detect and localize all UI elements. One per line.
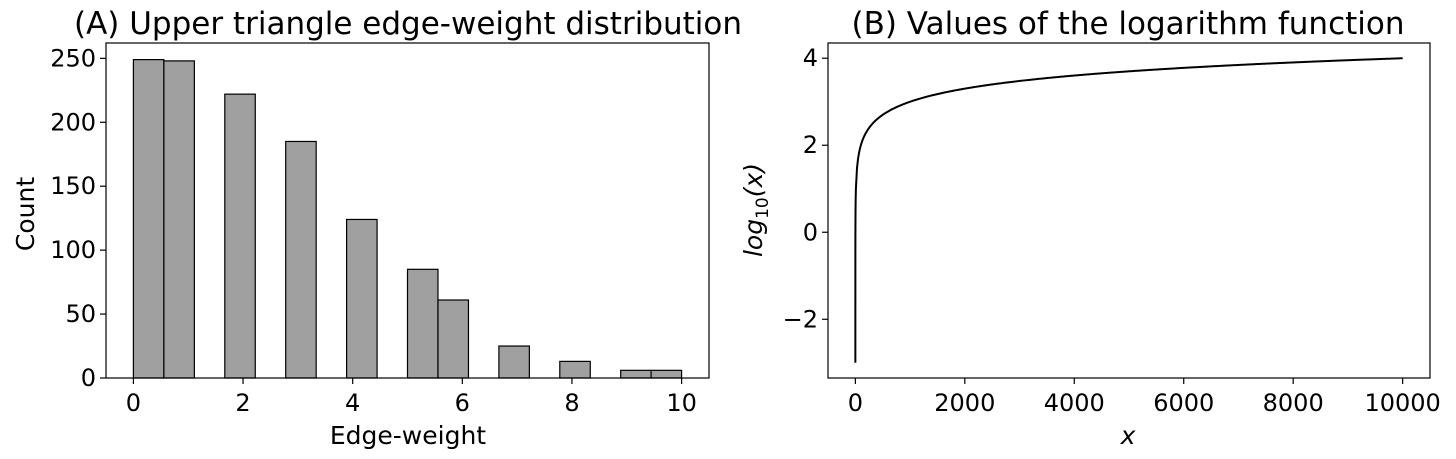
log-line-x-tick-label: 2000 bbox=[934, 389, 995, 417]
log-line-y-ticks: −2 0 2 4 bbox=[783, 44, 828, 333]
histogram-panel: (A) Upper triangle edge-weight distribut… bbox=[11, 6, 742, 450]
histogram-y-tick-label: 150 bbox=[50, 172, 96, 200]
histogram-bar bbox=[285, 140, 317, 379]
histogram-x-tick-label: 6 bbox=[455, 389, 470, 417]
histogram-bar bbox=[498, 345, 530, 379]
log-line-y-axis-label-subscript: 10 bbox=[753, 197, 773, 219]
log-line-y-axis-label: log10(x) bbox=[739, 163, 773, 257]
log-line-x-tick-label: 6000 bbox=[1153, 389, 1214, 417]
histogram-plot-frame bbox=[105, 42, 710, 379]
log-line-y-axis-label-base: log bbox=[739, 219, 768, 257]
histogram-x-axis-label: Edge-weight bbox=[330, 421, 486, 450]
histogram-bar bbox=[620, 369, 652, 379]
histogram-y-ticks: 0 50 100 150 200 250 bbox=[50, 44, 106, 392]
log-line-panel: (B) Values of the logarithm function 0 20… bbox=[739, 6, 1441, 450]
log10-curve bbox=[854, 57, 1403, 363]
log-line-x-tick-label: 10000 bbox=[1364, 389, 1440, 417]
log-line-x-axis-label: x bbox=[1120, 421, 1136, 450]
histogram-x-tick-label: 0 bbox=[126, 389, 141, 417]
histogram-bar bbox=[650, 369, 683, 379]
log-line-y-tick-label: −2 bbox=[783, 305, 818, 333]
histogram-bar bbox=[224, 93, 256, 379]
histogram-y-tick-label: 200 bbox=[50, 108, 96, 136]
histogram-bar bbox=[559, 360, 591, 379]
histogram-y-tick-label: 50 bbox=[65, 300, 96, 328]
histogram-bar bbox=[132, 59, 165, 379]
log-line-plot-frame bbox=[827, 42, 1431, 379]
log-line-y-axis-label-tail: (x) bbox=[739, 163, 768, 197]
histogram-title: (A) Upper triangle edge-weight distribut… bbox=[74, 6, 742, 42]
log-line-x-ticks: 0 2000 4000 6000 8000 10000 bbox=[848, 378, 1441, 417]
log-line-x-tick-label: 8000 bbox=[1263, 389, 1324, 417]
log-line-x-axis-label-text: x bbox=[1120, 421, 1136, 450]
histogram-x-ticks: 0 2 4 6 8 10 bbox=[126, 378, 697, 417]
histogram-x-tick-label: 4 bbox=[345, 389, 360, 417]
histogram-x-tick-label: 8 bbox=[564, 389, 579, 417]
log-line-y-tick-label: 0 bbox=[803, 218, 818, 246]
log-line-title: (B) Values of the logarithm function bbox=[851, 6, 1404, 42]
histogram-y-tick-label: 100 bbox=[50, 236, 96, 264]
histogram-bar bbox=[345, 218, 378, 379]
histogram-bar bbox=[437, 299, 470, 379]
histogram-y-tick-label: 250 bbox=[50, 44, 96, 72]
histogram-x-tick-label: 10 bbox=[666, 389, 697, 417]
histogram-y-axis-label: Count bbox=[11, 177, 40, 251]
log-line-y-tick-label: 2 bbox=[803, 131, 818, 159]
histogram-bar bbox=[406, 268, 439, 379]
log-line-x-tick-label: 4000 bbox=[1044, 389, 1105, 417]
histogram-bars bbox=[132, 59, 683, 379]
histogram-bar bbox=[163, 60, 195, 379]
histogram-y-tick-label: 0 bbox=[81, 364, 96, 392]
log-line-y-tick-label: 4 bbox=[803, 44, 818, 72]
log-line-x-tick-label: 0 bbox=[848, 389, 863, 417]
histogram-x-tick-label: 2 bbox=[235, 389, 250, 417]
